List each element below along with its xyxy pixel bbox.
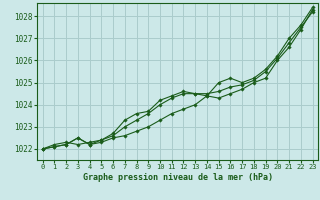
X-axis label: Graphe pression niveau de la mer (hPa): Graphe pression niveau de la mer (hPa) xyxy=(83,173,273,182)
